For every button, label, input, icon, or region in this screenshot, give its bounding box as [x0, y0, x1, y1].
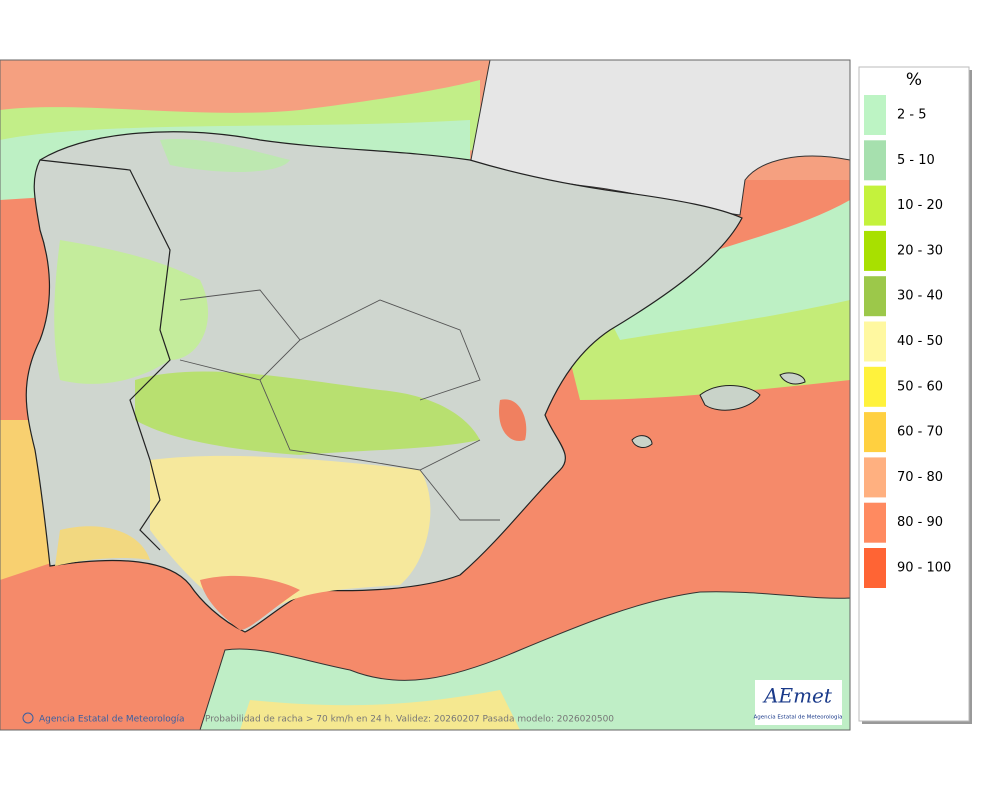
- legend-label: 30 - 40: [897, 289, 943, 304]
- copyright-icon: [22, 712, 34, 724]
- legend-swatch: [864, 140, 886, 181]
- region-borders: [179, 289, 500, 521]
- probability-zone: [499, 399, 527, 441]
- logo-box: [755, 680, 842, 725]
- border: [39, 159, 171, 551]
- probability-zone: [55, 526, 150, 566]
- legend-swatch: [864, 321, 886, 362]
- legend-swatch: [864, 95, 886, 135]
- legend-label: 2 - 5: [897, 108, 927, 123]
- logo-subtitle: Agencia Estatal de Meteorología: [754, 714, 843, 721]
- legend-label: 90 - 100: [897, 561, 951, 576]
- legend-label: 60 - 70: [897, 425, 943, 440]
- copyright-text: Agencia Estatal de Meteorología: [39, 715, 185, 725]
- legend-label: 50 - 60: [897, 379, 943, 394]
- legend-label: 5 - 10: [897, 153, 935, 168]
- legend-swatch: [864, 548, 886, 588]
- legend-label: 40 - 50: [897, 334, 943, 349]
- map: Agencia Estatal de Meteorología Probabil…: [0, 59, 851, 731]
- legend-swatch: [864, 230, 886, 271]
- legend-swatch: [864, 366, 886, 407]
- probability-zone: [160, 139, 290, 172]
- legend: % 2 - 5 5 - 10 10 - 20 20 - 30 30 - 40 40 - 5…: [858, 66, 972, 724]
- legend-title: %: [906, 70, 922, 90]
- probability-zone: [54, 240, 209, 384]
- legend-swatch: [864, 276, 886, 317]
- legend-label: 10 - 20: [897, 198, 943, 213]
- legend-swatch: [864, 412, 886, 453]
- probability-zone: [135, 371, 480, 455]
- legend-label: 70 - 80: [897, 470, 943, 485]
- ibiza: [631, 435, 653, 448]
- probability-zone: [200, 575, 300, 630]
- legend-label: 20 - 30: [897, 243, 943, 258]
- map-frame: [0, 59, 851, 731]
- mallorca: [699, 385, 761, 411]
- africa-band: [240, 690, 520, 730]
- menorca: [779, 372, 806, 385]
- sea-band: [600, 200, 850, 340]
- legend-swatch: [864, 502, 886, 543]
- north-africa: [199, 591, 851, 731]
- legend-label: 80 - 90: [897, 515, 943, 530]
- logo: AEmet: [762, 684, 833, 708]
- caption: Probabilidad de racha > 70 km/h en 24 h.…: [205, 715, 614, 725]
- legend-swatch: [864, 457, 886, 498]
- legend-swatch: [864, 185, 886, 226]
